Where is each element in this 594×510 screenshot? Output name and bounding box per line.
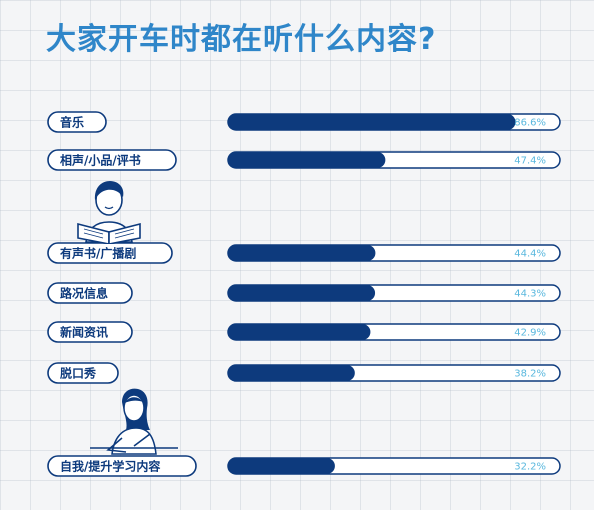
value-label: 38.2%: [514, 369, 546, 380]
bar: [228, 324, 371, 340]
value-label: 32.2%: [514, 462, 546, 473]
category-label: 相声/小品/评书: [60, 153, 141, 168]
category-label: 路况信息: [60, 286, 108, 301]
value-label: 86.6%: [514, 118, 546, 129]
category-label: 自我/提升学习内容: [60, 459, 160, 474]
value-label: 44.4%: [514, 249, 546, 260]
bar: [228, 458, 335, 474]
bar: [228, 285, 376, 301]
category-pill: [47, 455, 197, 477]
person-writing-icon: [90, 388, 178, 455]
category-pill: [47, 321, 133, 343]
category-label: 新闻资讯: [60, 325, 108, 340]
category-pill: [47, 282, 133, 304]
value-label: 47.4%: [514, 156, 546, 167]
value-label: 42.9%: [514, 328, 546, 339]
value-label: 44.3%: [514, 289, 546, 300]
bar: [228, 245, 376, 261]
category-label: 有声书/广播剧: [60, 246, 136, 261]
bar: [228, 114, 516, 130]
category-pill: [47, 362, 119, 384]
person-reading-book-icon: [77, 181, 141, 244]
bar: [228, 365, 355, 381]
category-label: 脱口秀: [60, 366, 97, 381]
chart-title: 大家开车时都在听什么内容?: [46, 22, 437, 57]
category-label: 音乐: [60, 115, 84, 130]
category-pill: [47, 149, 177, 171]
bar: [228, 152, 386, 168]
category-pill: [47, 111, 107, 133]
